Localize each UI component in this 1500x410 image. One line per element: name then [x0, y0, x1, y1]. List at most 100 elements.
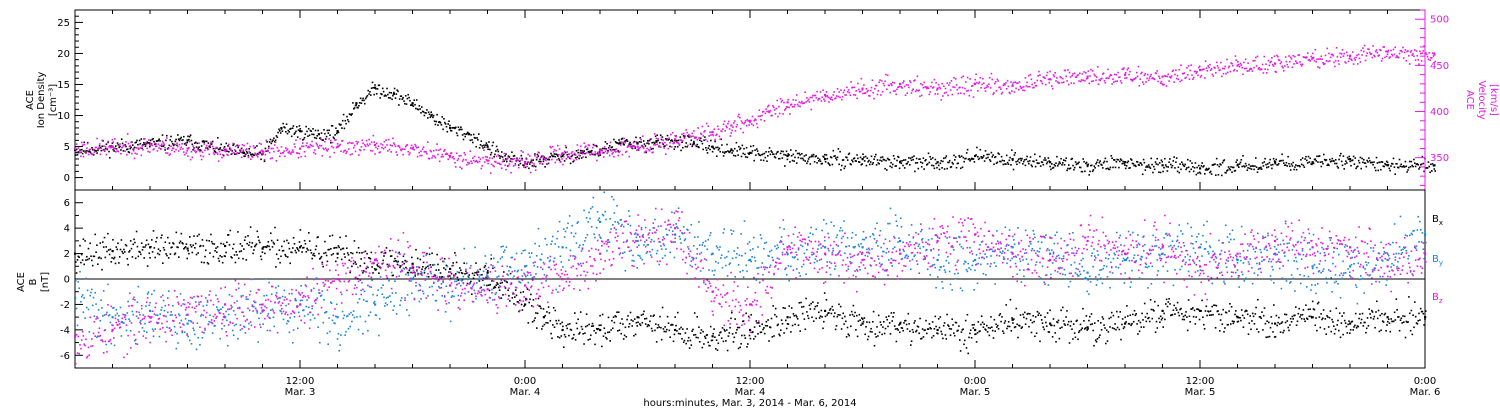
data-point — [358, 148, 361, 151]
data-point — [558, 148, 561, 150]
data-point — [215, 146, 217, 149]
data-point — [720, 138, 722, 141]
data-point — [194, 247, 196, 249]
data-point — [296, 136, 299, 138]
data-point — [1425, 53, 1428, 56]
data-point — [1384, 56, 1386, 59]
data-point — [184, 246, 187, 248]
data-point — [222, 243, 225, 245]
data-point — [819, 315, 822, 317]
data-point — [355, 263, 357, 265]
data-point — [914, 170, 916, 173]
data-point — [1145, 81, 1147, 83]
data-point — [1025, 317, 1028, 320]
data-point — [343, 127, 346, 130]
data-point — [496, 162, 499, 165]
data-point — [486, 284, 488, 287]
data-point — [673, 148, 676, 150]
data-point — [1033, 86, 1035, 89]
data-point — [1023, 89, 1026, 92]
data-point — [1243, 317, 1246, 319]
data-anchor-point — [449, 267, 452, 270]
data-point — [1058, 82, 1061, 84]
data-point — [408, 269, 411, 272]
data-point — [629, 145, 631, 147]
data-point — [1042, 326, 1045, 328]
data-point — [166, 254, 168, 257]
data-point — [1092, 80, 1095, 82]
data-point — [1249, 167, 1251, 170]
data-point — [730, 132, 733, 134]
data-point — [1121, 162, 1124, 165]
data-point — [317, 129, 319, 132]
data-point — [503, 152, 506, 155]
data-point — [323, 252, 325, 255]
data-point — [1148, 77, 1151, 79]
data-point — [346, 247, 348, 249]
data-point — [507, 289, 509, 291]
data-point — [124, 251, 126, 253]
data-point — [601, 313, 604, 316]
velocity-axis-label-line2: Velocity — [1476, 80, 1487, 119]
data-point — [1366, 159, 1368, 162]
data-point — [368, 138, 370, 141]
data-point — [1386, 53, 1389, 55]
data-point — [1413, 55, 1415, 57]
data-point — [1361, 312, 1364, 315]
data-point — [647, 324, 649, 326]
data-point — [1409, 51, 1412, 53]
data-point — [1077, 338, 1079, 341]
data-point — [889, 91, 891, 94]
data-point — [861, 163, 863, 165]
data-point — [1226, 324, 1229, 326]
data-point — [568, 334, 570, 337]
data-point — [218, 148, 221, 150]
data-point — [1104, 327, 1106, 329]
data-point — [964, 319, 967, 322]
data-point — [151, 239, 153, 241]
data-point — [362, 271, 364, 274]
data-point — [1068, 342, 1071, 344]
data-point — [1016, 163, 1018, 166]
data-point — [1182, 164, 1185, 167]
data-point — [577, 318, 579, 321]
data-point — [319, 258, 321, 260]
data-point — [1362, 161, 1364, 164]
data-point — [1003, 322, 1006, 324]
data-point — [1080, 170, 1083, 173]
data-point — [1118, 166, 1120, 169]
data-point — [876, 159, 879, 161]
data-point — [1021, 157, 1023, 160]
data-point — [1374, 326, 1376, 329]
data-point — [294, 146, 296, 148]
data-point — [979, 148, 982, 151]
data-point — [959, 339, 961, 341]
data-point — [792, 99, 795, 101]
data-point — [590, 325, 593, 327]
data-point — [1210, 314, 1213, 316]
data-point — [1360, 322, 1362, 324]
data-point — [369, 258, 372, 260]
data-point — [440, 156, 443, 158]
data-point — [268, 141, 271, 143]
data-point — [931, 157, 934, 159]
data-point — [457, 126, 460, 128]
data-point — [953, 154, 955, 157]
data-point — [160, 148, 162, 150]
data-point — [264, 153, 267, 156]
data-point — [818, 311, 820, 314]
data-point — [1215, 72, 1217, 74]
data-point — [644, 145, 647, 147]
data-point — [830, 156, 833, 159]
data-point — [767, 155, 769, 157]
data-point — [787, 323, 790, 325]
data-point — [512, 293, 514, 295]
data-point — [449, 124, 451, 127]
data-point — [850, 81, 852, 83]
data-point — [859, 319, 861, 321]
data-point — [856, 314, 858, 317]
data-point — [371, 150, 374, 152]
data-point — [923, 168, 925, 170]
data-point — [834, 328, 837, 331]
data-point — [670, 146, 673, 148]
